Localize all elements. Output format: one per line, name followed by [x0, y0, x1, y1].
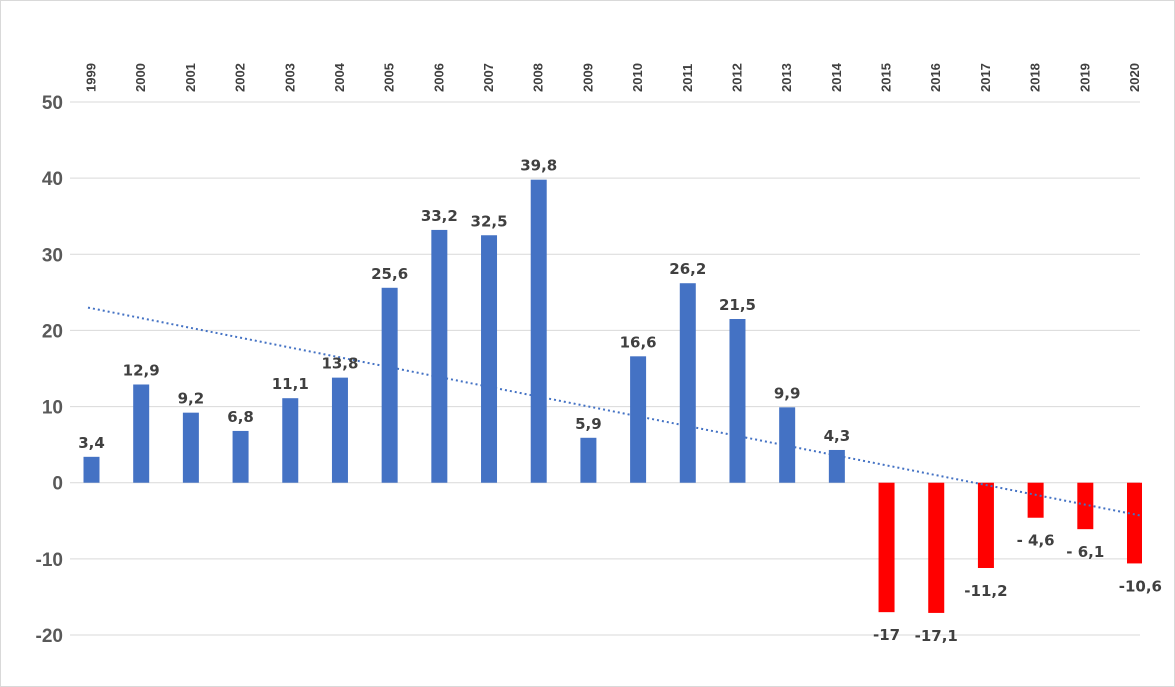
- x-tick-label: 2020: [1127, 63, 1142, 92]
- y-tick-label: 40: [42, 169, 63, 190]
- bar: [182, 412, 199, 483]
- data-label: - 6,1: [1066, 543, 1104, 561]
- x-tick-label: 2000: [133, 63, 148, 92]
- bar: [928, 482, 945, 613]
- data-label: 39,8: [520, 157, 557, 175]
- x-tick-label: 1999: [84, 63, 99, 92]
- bar: [83, 456, 100, 483]
- y-tick-label: -20: [36, 626, 63, 647]
- data-label: 25,6: [371, 265, 408, 283]
- x-tick-label: 2007: [481, 63, 496, 92]
- x-tick-label: 2012: [729, 63, 744, 92]
- x-tick-label: 2004: [332, 62, 347, 92]
- bar: [133, 384, 150, 483]
- bar: [481, 235, 498, 483]
- data-label: 16,6: [620, 333, 657, 351]
- data-label: 21,5: [719, 296, 756, 314]
- x-tick-label: 2002: [233, 63, 248, 92]
- data-label: -11,2: [964, 582, 1007, 600]
- x-tick-label: 2016: [928, 63, 943, 92]
- bar: [1127, 482, 1142, 564]
- bar: [779, 407, 796, 483]
- data-label: 11,1: [272, 375, 309, 393]
- y-tick-label: 30: [42, 245, 63, 266]
- data-label: -17: [873, 626, 900, 644]
- x-tick-label: 2009: [580, 63, 595, 92]
- y-tick-label: 10: [42, 398, 63, 419]
- data-label: -17,1: [915, 627, 958, 645]
- bar: [431, 229, 448, 483]
- bar: [530, 179, 547, 483]
- x-tick-label: 2008: [531, 63, 546, 92]
- bar: [729, 319, 746, 483]
- bar: [381, 287, 398, 483]
- bar: [331, 377, 348, 483]
- data-label: 6,8: [227, 408, 254, 426]
- bar: [977, 482, 994, 568]
- bar: [679, 283, 696, 483]
- trendline: [87, 306, 1141, 517]
- bar: [1027, 482, 1044, 518]
- x-tick-label: 2019: [1077, 63, 1092, 92]
- y-tick-label: -10: [36, 550, 63, 571]
- x-tick-label: 2010: [630, 63, 645, 92]
- y-tick-label: 0: [52, 474, 63, 495]
- x-tick-label: 2015: [879, 63, 894, 92]
- x-axis-tick-labels: 1999 2000 2001 2002 2003 2004 2005 2006 2007 2008…: [84, 62, 1143, 92]
- bar: [580, 437, 597, 483]
- bar: [878, 482, 895, 613]
- data-label: - 4,6: [1017, 532, 1055, 550]
- trendline-layer: [87, 306, 1141, 517]
- bar: [1077, 482, 1094, 530]
- x-tick-label: 2006: [431, 63, 446, 92]
- y-axis-tick-labels: 50 40 30 20 10 0 -10 -20: [36, 93, 63, 647]
- x-tick-label: 2005: [382, 63, 397, 92]
- bar: [828, 449, 845, 483]
- data-label: 9,2: [178, 390, 205, 408]
- x-tick-label: 2013: [779, 63, 794, 92]
- data-label: 5,9: [575, 415, 602, 433]
- x-tick-label: 2003: [282, 63, 297, 92]
- bar: [232, 430, 249, 483]
- data-label: 12,9: [123, 361, 160, 379]
- data-label: 32,5: [471, 212, 508, 230]
- x-tick-label: 2014: [829, 62, 844, 92]
- y-tick-label: 20: [42, 321, 63, 342]
- bar: [282, 398, 299, 483]
- data-label: 33,2: [421, 207, 458, 225]
- x-tick-label: 2017: [978, 63, 993, 92]
- gridlines: [70, 101, 1140, 636]
- data-label: 9,9: [774, 384, 801, 402]
- x-tick-label: 2018: [1028, 63, 1043, 92]
- x-tick-label: 2001: [183, 63, 198, 92]
- bars: [83, 179, 1142, 613]
- bar: [630, 356, 647, 483]
- data-label: -10,6: [1119, 577, 1162, 595]
- data-label: 26,2: [669, 260, 706, 278]
- data-label: 3,4: [78, 434, 105, 452]
- data-label: 4,3: [824, 427, 851, 445]
- data-labels: 3,4 12,9 9,2 6,8 11,1 13,8 25,6 33,2 32,5 39,8 5,9…: [78, 157, 1162, 645]
- data-label: 13,8: [321, 355, 358, 373]
- x-tick-label: 2011: [680, 64, 695, 92]
- y-tick-label: 50: [42, 93, 63, 114]
